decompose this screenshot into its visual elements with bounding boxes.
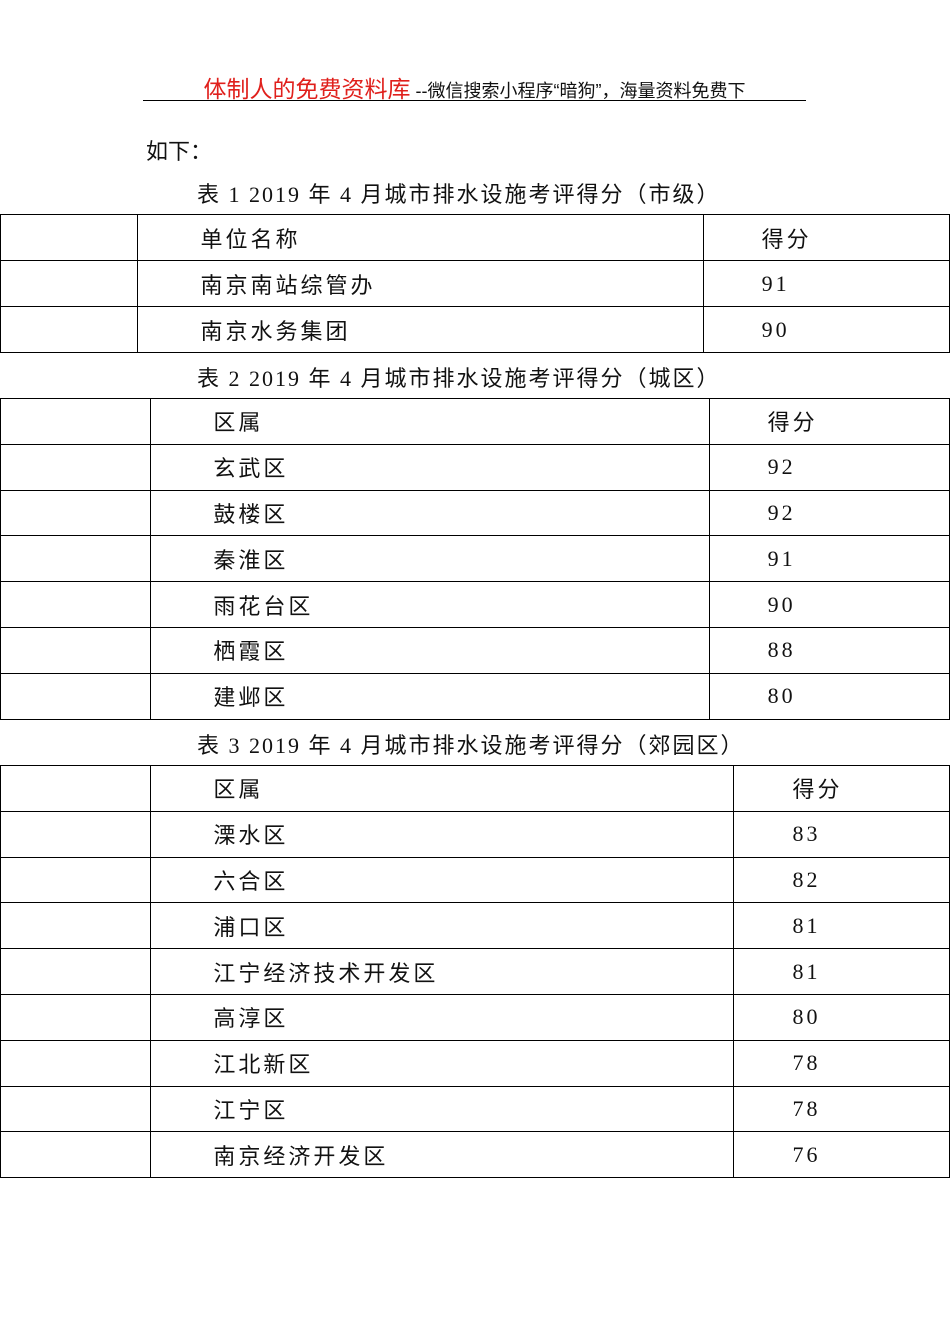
cell-name: 秦淮区	[150, 535, 710, 583]
cell-name: 六合区	[150, 856, 735, 904]
table-row: 建邺区 80	[0, 672, 950, 720]
header-name: 单位名称	[137, 214, 704, 261]
cell-score: 90	[702, 306, 950, 353]
table-2-caption: 表 2 2019 年 4 月城市排水设施考评得分（城区）	[197, 366, 721, 391]
cell-score: 80	[708, 672, 950, 720]
table-row: 玄武区 92	[0, 443, 950, 491]
table-row: 江北新区 78	[0, 1039, 950, 1087]
table-1-caption: 表 1 2019 年 4 月城市排水设施考评得分（市级）	[197, 182, 721, 207]
header-score: 得分	[733, 765, 950, 812]
cell-name: 南京水务集团	[137, 306, 704, 353]
header-score: 得分	[708, 398, 950, 445]
cell-score: 76	[733, 1131, 950, 1179]
cell-name: 江北新区	[150, 1039, 735, 1087]
blank-cell	[0, 214, 139, 261]
cell-score: 83	[733, 810, 950, 858]
table-row: 南京水务集团 90	[0, 306, 950, 353]
blank-cell	[0, 581, 152, 628]
blank-cell	[0, 1131, 152, 1179]
table-row: 栖霞区 88	[0, 626, 950, 674]
table-row: 鼓楼区 92	[0, 489, 950, 537]
blank-cell	[0, 443, 152, 491]
table-1-city-level: 单位名称 得分 南京南站综管办 91 南京水务集团 90	[0, 214, 950, 353]
cell-score: 88	[708, 626, 950, 674]
blank-cell	[0, 810, 152, 858]
table-header-row: 区属 得分	[0, 765, 950, 812]
cell-name: 建邺区	[150, 672, 710, 720]
blank-cell	[0, 535, 152, 583]
table-header-row: 区属 得分	[0, 398, 950, 445]
table-row: 溧水区 83	[0, 810, 950, 858]
cell-score: 92	[708, 443, 950, 491]
table-row: 江宁经济技术开发区 81	[0, 948, 950, 995]
cell-score: 80	[733, 993, 950, 1041]
blank-cell	[0, 902, 152, 950]
cell-name: 江宁经济技术开发区	[150, 948, 735, 995]
table-3-caption: 表 3 2019 年 4 月城市排水设施考评得分（郊园区）	[197, 733, 745, 758]
cell-name: 鼓楼区	[150, 489, 710, 537]
cell-name: 南京经济开发区	[150, 1131, 735, 1179]
header-brand: 体制人的免费资料库	[203, 76, 411, 102]
table-2-urban-districts: 区属 得分 玄武区 92 鼓楼区 92 秦淮区 91 雨花台区 90 栖霞区 88 建邺区 80	[0, 398, 950, 720]
intro-text: 如下：	[146, 139, 213, 164]
header-name: 区属	[150, 398, 710, 445]
table-row: 浦口区 81	[0, 902, 950, 950]
cell-score: 81	[733, 948, 950, 995]
cell-name: 溧水区	[150, 810, 735, 858]
blank-cell	[0, 260, 139, 307]
blank-cell	[0, 672, 152, 720]
cell-name: 玄武区	[150, 443, 710, 491]
table-row: 雨花台区 90	[0, 581, 950, 628]
cell-name: 栖霞区	[150, 626, 710, 674]
blank-cell	[0, 398, 152, 445]
table-row: 江宁区 78	[0, 1085, 950, 1133]
blank-cell	[0, 489, 152, 537]
table-row: 秦淮区 91	[0, 535, 950, 583]
cell-score: 78	[733, 1085, 950, 1133]
cell-score: 91	[708, 535, 950, 583]
table-row: 南京南站综管办 91	[0, 260, 950, 307]
cell-score: 82	[733, 856, 950, 904]
blank-cell	[0, 306, 139, 353]
blank-cell	[0, 1039, 152, 1087]
blank-cell	[0, 856, 152, 904]
cell-score: 81	[733, 902, 950, 950]
header-name: 区属	[150, 765, 735, 812]
blank-cell	[0, 626, 152, 674]
table-row: 六合区 82	[0, 856, 950, 904]
cell-score: 92	[708, 489, 950, 537]
blank-cell	[0, 765, 152, 812]
blank-cell	[0, 1085, 152, 1133]
page-header: 体制人的免费资料库 --微信搜索小程序“暗狗”，海量资料免费下	[143, 70, 806, 102]
blank-cell	[0, 993, 152, 1041]
cell-name: 南京南站综管办	[137, 260, 704, 307]
table-row: 南京经济开发区 76	[0, 1131, 950, 1179]
cell-score: 91	[702, 260, 950, 307]
header-tagline: --微信搜索小程序“暗狗”，海量资料免费下	[410, 81, 746, 101]
blank-cell	[0, 948, 152, 995]
table-row: 高淳区 80	[0, 993, 950, 1041]
cell-name: 雨花台区	[150, 581, 710, 628]
cell-name: 浦口区	[150, 902, 735, 950]
header-score: 得分	[702, 214, 950, 261]
cell-name: 江宁区	[150, 1085, 735, 1133]
table-3-suburban-districts: 区属 得分 溧水区 83 六合区 82 浦口区 81 江宁经济技术开发区 81 高淳区 80 江北新区 7…	[0, 765, 950, 1179]
table-header-row: 单位名称 得分	[0, 214, 950, 261]
cell-score: 90	[708, 581, 950, 628]
cell-score: 78	[733, 1039, 950, 1087]
cell-name: 高淳区	[150, 993, 735, 1041]
